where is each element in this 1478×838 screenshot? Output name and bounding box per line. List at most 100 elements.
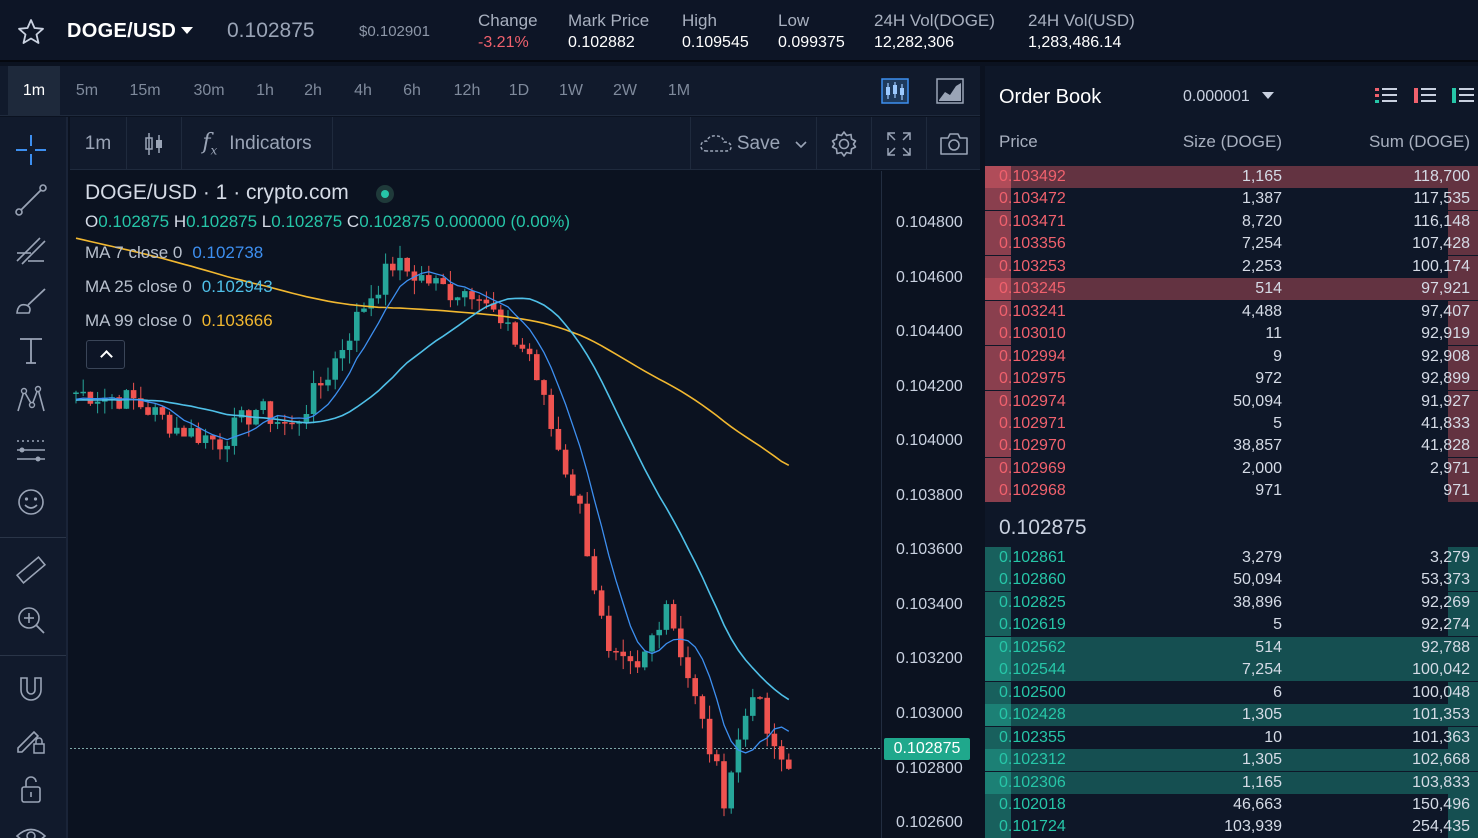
book-asks-view-icon[interactable] [1413,86,1437,106]
bid-row[interactable]: 0.102562 514 92,788 [985,636,1478,659]
timeframe-5m[interactable]: 5m [75,82,99,99]
pattern-tool-icon[interactable] [14,383,48,417]
ask-row[interactable]: 0.102994 9 92,908 [985,345,1478,368]
candle-body[interactable] [181,427,187,437]
candle-body[interactable] [721,761,727,809]
candle-body[interactable] [771,733,778,747]
candle-body[interactable] [750,697,756,716]
ask-row[interactable]: 0.103492 1,165 118,700 [985,166,1478,188]
candle-body[interactable] [274,422,281,424]
bid-row[interactable]: 0.102306 1,165 103,833 [985,771,1478,794]
candle-body[interactable] [462,291,468,298]
candle-body[interactable] [447,284,454,301]
candle-body[interactable] [166,414,173,434]
candle-body[interactable] [390,263,396,271]
brush-icon[interactable] [14,283,48,317]
bid-row[interactable]: 0.102825 38,896 92,269 [985,591,1478,614]
candle-body[interactable] [238,410,245,418]
screenshot-button[interactable] [927,117,980,170]
candle-body[interactable] [627,656,634,662]
candle-body[interactable] [786,759,792,769]
candle-body[interactable] [584,503,590,557]
ask-row[interactable]: 0.102968 971 971 [985,480,1478,503]
bid-row[interactable]: 0.102500 6 100,048 [985,681,1478,704]
candle-body[interactable] [570,474,576,496]
candle-body[interactable] [87,391,94,404]
zoom-in-icon[interactable] [14,603,48,637]
ask-row[interactable]: 0.103253 2,253 100,174 [985,255,1478,278]
candle-body[interactable] [397,257,403,271]
candle-body[interactable] [728,772,734,809]
candle-body[interactable] [735,739,742,773]
bid-row[interactable]: 0.102861 3,279 3,279 [985,547,1478,569]
ruler-icon[interactable] [14,553,48,587]
price-chart[interactable]: DOGE/USD · 1 · crypto.com O0.102875 H0.1… [70,171,980,838]
timeframe-6h[interactable]: 6h [403,82,421,99]
candle-body[interactable] [634,661,641,668]
interval-button[interactable]: 1m [70,117,127,170]
indicators-button[interactable]: fx Indicators [182,117,333,170]
timeframe-4h[interactable]: 4h [354,82,372,99]
favorite-star-icon[interactable] [16,17,46,47]
candle-body[interactable] [210,435,216,440]
candle-body[interactable] [649,635,655,652]
candle-body[interactable] [195,428,202,443]
fullscreen-button[interactable] [872,117,927,170]
trend-line-icon[interactable] [14,183,48,217]
bid-row[interactable]: 0.101724 103,939 254,435 [985,816,1478,838]
candle-body[interactable] [346,340,353,351]
timeframe-1d[interactable]: 1D [508,82,530,99]
chevron-down-icon[interactable] [181,27,193,34]
candle-body[interactable] [368,298,374,309]
bid-row[interactable]: 0.102860 50,094 53,373 [985,569,1478,592]
candle-body[interactable] [231,417,238,446]
candle-body[interactable] [714,754,720,762]
ma-7-legend[interactable]: MA 7 close 0 0.102738 [85,243,263,263]
candle-body[interactable] [678,628,684,658]
candle-body[interactable] [699,696,706,719]
candle-body[interactable] [606,615,612,651]
candle-body[interactable] [706,718,713,755]
candle-body[interactable] [94,401,101,404]
timeframe-15m[interactable]: 15m [129,82,161,99]
ask-row[interactable]: 0.103241 4,488 97,407 [985,300,1478,323]
chevron-down-icon[interactable] [794,139,808,149]
candle-body[interactable] [656,629,662,636]
candle-body[interactable] [591,556,598,591]
candle-body[interactable] [555,428,562,450]
save-button[interactable]: Save [690,117,817,170]
candle-body[interactable] [692,678,698,697]
candle-body[interactable] [505,322,511,324]
candle-body[interactable] [526,348,533,355]
area-view-icon[interactable] [936,78,964,104]
candle-body[interactable] [418,275,425,281]
ask-row[interactable]: 0.102971 5 41,833 [985,412,1478,435]
bid-row[interactable]: 0.102355 10 101,363 [985,726,1478,749]
candle-body[interactable] [562,449,569,475]
ask-row[interactable]: 0.103472 1,387 117,535 [985,188,1478,211]
candle-body[interactable] [332,358,338,380]
candle-body[interactable] [188,428,194,437]
candle-body[interactable] [440,278,446,285]
candle-body[interactable] [742,715,749,740]
ma-99-legend[interactable]: MA 99 close 0 0.103666 [85,311,273,331]
candle-body[interactable] [577,495,583,504]
ma-25-legend[interactable]: MA 25 close 0 0.102943 [85,277,273,297]
timeframe-1m[interactable]: 1m [8,66,60,116]
candle-body[interactable] [404,257,410,272]
candle-body[interactable] [224,445,230,450]
candle-body[interactable] [778,746,785,760]
timeframe-2w[interactable]: 2W [613,82,637,99]
candle-body[interactable] [469,291,475,300]
candle-body[interactable] [310,383,317,415]
candle-body[interactable] [548,394,554,429]
candle-body[interactable] [361,308,367,312]
candle-body[interactable] [519,344,526,349]
book-both-view-icon[interactable] [1374,86,1398,106]
crosshair-icon[interactable] [14,133,48,167]
candle-body[interactable] [145,407,151,415]
chart-type-button[interactable] [127,117,182,170]
candle-body[interactable] [325,379,331,386]
ask-row[interactable]: 0.102974 50,094 91,927 [985,390,1478,413]
candle-body[interactable] [267,401,274,424]
